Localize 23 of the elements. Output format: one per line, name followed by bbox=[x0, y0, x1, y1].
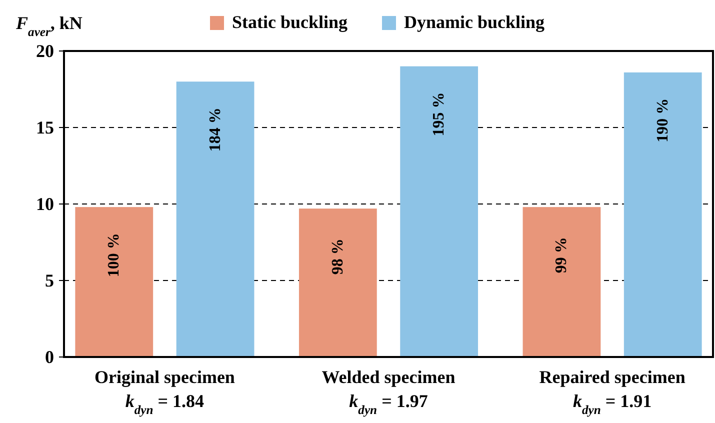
bar bbox=[75, 207, 154, 357]
annotation: 100 % bbox=[106, 233, 123, 278]
y-tick-label: 10 bbox=[36, 194, 54, 214]
x-tick-label: Welded specimen k$_{dyn}$ = 1.97 bbox=[322, 367, 456, 417]
x-tick-label: Original specimen k$_{dyn}$ = 1.84 bbox=[94, 367, 235, 417]
bar bbox=[176, 82, 254, 357]
legend-label: Dynamic buckling bbox=[404, 12, 545, 32]
y-tick-label: 20 bbox=[36, 41, 54, 61]
y-tick-label: 5 bbox=[45, 270, 54, 290]
y-tick-label: 15 bbox=[36, 118, 54, 138]
bar bbox=[400, 66, 478, 357]
legend-label: Static buckling bbox=[232, 12, 348, 32]
annotation: 190 % bbox=[654, 98, 672, 142]
bar bbox=[624, 72, 702, 357]
y-axis-title: F$_{aver}$, kN bbox=[15, 13, 82, 39]
bar bbox=[522, 207, 601, 357]
x-tick-label: Repaired specimen k$_{dyn}$ = 1.91 bbox=[539, 367, 686, 417]
annotation: 98 % bbox=[329, 238, 346, 275]
annotation: 195 % bbox=[430, 92, 448, 136]
bar bbox=[298, 208, 377, 357]
annotation: 99 % bbox=[553, 237, 570, 274]
annotation: 184 % bbox=[206, 108, 224, 152]
y-tick-label: 0 bbox=[45, 347, 54, 367]
